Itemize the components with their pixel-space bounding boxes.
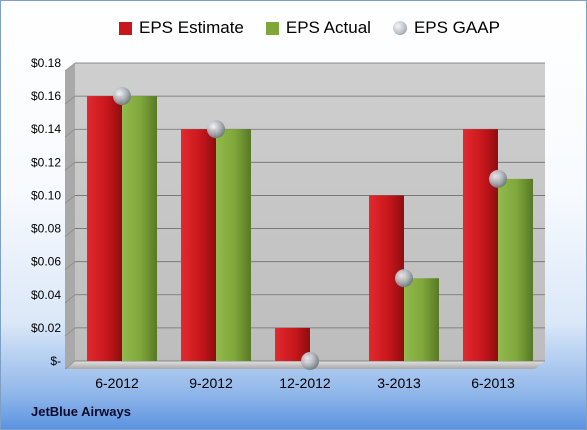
- bar-eps-estimate: [463, 129, 498, 361]
- legend-swatch-gaap: [392, 21, 407, 35]
- x-tick-label: 6-2012: [95, 375, 139, 391]
- bar-eps-actual: [404, 278, 439, 361]
- legend-label-estimate: EPS Estimate: [139, 18, 244, 37]
- gridline-depth: [64, 294, 76, 304]
- gridline-depth: [64, 261, 76, 270]
- gridline-depth: [64, 62, 76, 72]
- bar-chart: $- $0.02 $0.04 $0.06 $0.08 $0.10 $0.12 $0.14 $0.…: [31, 56, 545, 391]
- legend-swatch-actual: [265, 21, 279, 35]
- marker-eps-gaap: [395, 269, 413, 288]
- marker-eps-gaap: [301, 352, 319, 370]
- gridline-depth: [64, 327, 76, 337]
- x-tick-label: 3-2013: [377, 375, 421, 391]
- legend-item-gaap: EPS GAAP: [392, 18, 500, 38]
- legend-label-actual: EPS Actual: [285, 18, 371, 37]
- x-tick-label: 6-2013: [471, 375, 515, 391]
- gridline-depth: [64, 95, 76, 105]
- y-tick-label: $0.18: [31, 56, 61, 70]
- marker-eps-gaap: [207, 120, 225, 139]
- bar-eps-actual: [122, 96, 157, 361]
- legend-swatch-estimate: [119, 21, 132, 35]
- y-tick-label: $0.08: [31, 222, 61, 236]
- gridline-depth: [64, 128, 76, 138]
- y-tick-label: $0.10: [31, 188, 61, 202]
- marker-eps-gaap: [113, 87, 131, 106]
- y-tick-label: $0.12: [31, 155, 61, 169]
- legend-label-gaap: EPS GAAP: [413, 18, 500, 37]
- plot-side-wall: [65, 63, 75, 369]
- bar-eps-estimate: [181, 129, 216, 361]
- company-label: JetBlue Airways: [31, 404, 131, 419]
- legend-item-actual: EPS Actual: [265, 18, 371, 38]
- y-tick-label: $0.02: [31, 321, 61, 335]
- marker-eps-gaap: [489, 169, 507, 188]
- y-tick-label: $0.04: [31, 288, 61, 302]
- gridline-depth: [64, 360, 76, 370]
- bar-eps-actual: [498, 178, 533, 361]
- x-tick-label: 12-2012: [279, 375, 331, 391]
- y-tick-label: $-: [50, 354, 61, 368]
- bar-eps-actual: [216, 129, 251, 361]
- y-tick-label: $0.16: [31, 89, 61, 103]
- y-tick-label: $0.14: [31, 122, 61, 136]
- gridline-depth: [64, 228, 76, 237]
- gridline-depth: [64, 195, 76, 204]
- gridline-depth: [64, 162, 76, 171]
- legend: EPS Estimate EPS Actual EPS GAAP: [119, 18, 522, 38]
- x-tick-label: 9-2012: [189, 375, 233, 391]
- bar-eps-estimate: [87, 96, 122, 361]
- y-tick-label: $0.06: [31, 255, 61, 269]
- legend-item-estimate: EPS Estimate: [119, 18, 244, 38]
